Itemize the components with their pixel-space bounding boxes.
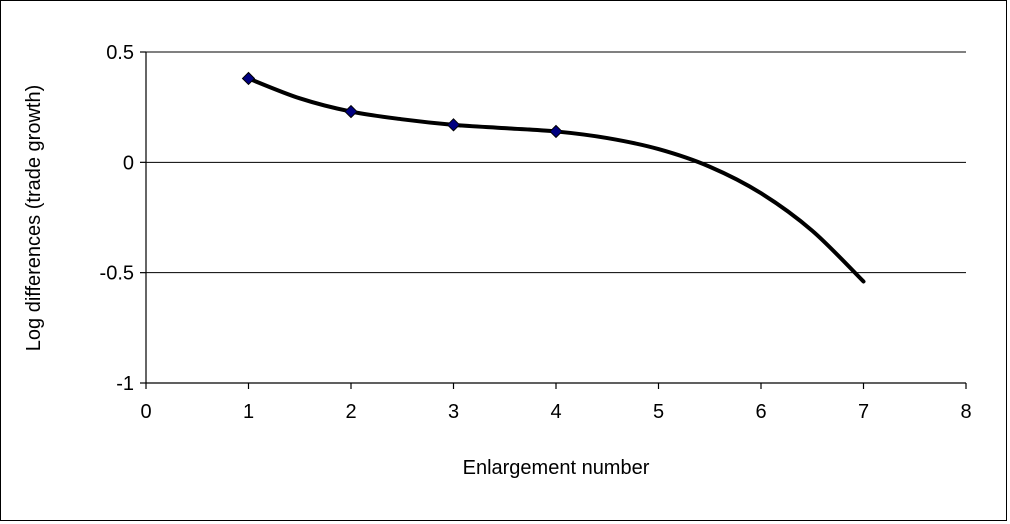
data-point-3	[446, 118, 461, 132]
x-tick-label: 4	[550, 401, 561, 423]
axes	[140, 51, 967, 389]
y-tick-label: 0.5	[106, 42, 134, 64]
gridlines	[146, 51, 966, 274]
y-tick-label: -0.5	[100, 263, 134, 285]
x-tick-label: 2	[345, 401, 356, 423]
y-tick-label: 0	[123, 152, 134, 174]
y-axis-title: Log differences (trade growth)	[23, 85, 45, 351]
x-axis-title: Enlargement number	[463, 457, 650, 479]
x-tick-label: 7	[858, 401, 869, 423]
data-point-1	[241, 71, 256, 86]
data-markers	[241, 71, 563, 139]
trendline	[246, 76, 866, 284]
x-tick-label: 1	[243, 401, 254, 423]
y-tick-label: -1	[116, 373, 134, 395]
x-tick-label: 5	[653, 401, 664, 423]
x-tick-label: 3	[448, 401, 459, 423]
x-tick-label: 0	[140, 401, 151, 423]
tick-labels: 0.5 0 -0.5 -1 0 1 2 3 4 5 6 7 8	[100, 42, 972, 423]
x-tick-label: 6	[755, 401, 766, 423]
data-point-4	[549, 124, 563, 139]
data-point-2	[344, 104, 358, 119]
x-tick-label: 8	[960, 401, 971, 423]
